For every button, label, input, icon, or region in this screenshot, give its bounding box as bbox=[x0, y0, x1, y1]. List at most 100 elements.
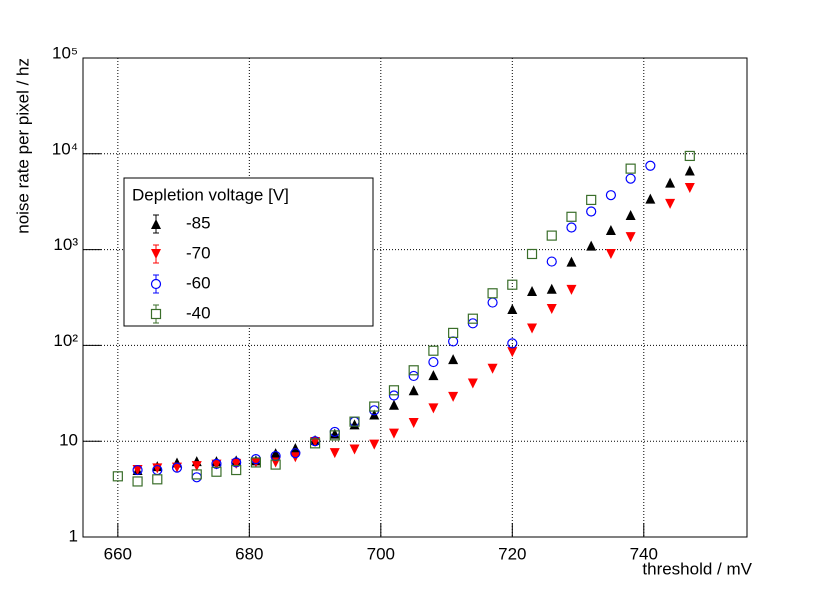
marker bbox=[625, 163, 636, 174]
x-tick-label: 740 bbox=[630, 544, 658, 563]
marker bbox=[586, 194, 597, 206]
marker bbox=[211, 466, 222, 477]
grid bbox=[83, 57, 747, 538]
legend-marker bbox=[150, 308, 162, 320]
plot-frame bbox=[82, 57, 748, 538]
marker bbox=[388, 390, 400, 401]
marker bbox=[448, 391, 459, 402]
marker bbox=[625, 209, 636, 220]
marker bbox=[369, 439, 380, 450]
marker bbox=[270, 448, 281, 459]
marker bbox=[250, 457, 262, 468]
marker bbox=[605, 190, 617, 201]
legend-label: -85 bbox=[186, 213, 211, 232]
marker bbox=[270, 459, 281, 470]
marker bbox=[250, 457, 261, 468]
marker bbox=[290, 448, 301, 459]
marker bbox=[408, 417, 419, 428]
x-tick-label: 660 bbox=[104, 544, 132, 563]
marker bbox=[546, 303, 557, 314]
marker bbox=[665, 198, 676, 209]
legend-label: -70 bbox=[186, 243, 211, 262]
legend-marker bbox=[150, 278, 162, 290]
marker bbox=[566, 222, 577, 233]
marker bbox=[369, 401, 380, 412]
marker bbox=[586, 206, 597, 217]
marker bbox=[586, 240, 597, 251]
x-tick-label: 720 bbox=[498, 544, 526, 563]
marker bbox=[388, 428, 399, 439]
marker bbox=[428, 345, 439, 356]
marker bbox=[132, 464, 143, 476]
marker bbox=[546, 256, 557, 267]
marker bbox=[231, 457, 242, 468]
marker bbox=[309, 438, 321, 449]
marker bbox=[152, 474, 163, 485]
marker bbox=[290, 442, 301, 453]
marker bbox=[112, 471, 123, 482]
marker bbox=[467, 378, 478, 389]
y-tick-label: 10⁴ bbox=[52, 139, 78, 158]
marker bbox=[507, 338, 518, 349]
marker bbox=[684, 165, 695, 176]
legend-label: -60 bbox=[186, 273, 211, 292]
marker bbox=[605, 248, 616, 259]
marker bbox=[172, 462, 183, 473]
marker bbox=[527, 285, 538, 296]
x-tick-label: 680 bbox=[235, 544, 263, 563]
y-tick-label: 10⁵ bbox=[52, 43, 78, 62]
marker bbox=[408, 365, 419, 376]
marker bbox=[605, 225, 616, 236]
marker bbox=[546, 283, 557, 294]
marker bbox=[349, 419, 360, 430]
legend-marker bbox=[151, 249, 161, 259]
marker bbox=[527, 323, 538, 334]
marker bbox=[566, 284, 577, 295]
marker bbox=[507, 279, 518, 290]
marker bbox=[171, 462, 183, 473]
y-tick-label: 10³ bbox=[53, 235, 78, 254]
legend-label: -40 bbox=[186, 303, 211, 322]
marker bbox=[191, 461, 202, 472]
marker bbox=[566, 256, 577, 267]
marker bbox=[684, 182, 695, 193]
marker bbox=[408, 370, 419, 382]
marker bbox=[467, 313, 478, 324]
marker bbox=[349, 444, 360, 455]
legend-box bbox=[123, 177, 374, 327]
marker bbox=[645, 193, 656, 204]
marker bbox=[132, 465, 143, 476]
marker bbox=[487, 288, 498, 299]
marker bbox=[231, 458, 242, 469]
marker bbox=[428, 370, 439, 381]
marker bbox=[211, 459, 222, 470]
marker bbox=[388, 399, 399, 410]
legend-title: Depletion voltage [V] bbox=[132, 185, 289, 204]
marker bbox=[507, 303, 518, 314]
marker bbox=[329, 430, 340, 441]
marker bbox=[625, 232, 636, 243]
marker bbox=[665, 177, 676, 188]
marker bbox=[526, 248, 538, 260]
marker bbox=[310, 437, 321, 448]
marker bbox=[408, 385, 419, 396]
marker bbox=[191, 469, 202, 480]
y-tick-label: 10 bbox=[59, 431, 78, 450]
marker bbox=[645, 160, 656, 171]
marker bbox=[428, 403, 439, 414]
marker bbox=[448, 354, 459, 365]
y-tick-label: 10² bbox=[53, 331, 78, 350]
marks bbox=[112, 150, 695, 487]
marker bbox=[428, 356, 439, 368]
marker bbox=[507, 347, 518, 358]
marker bbox=[231, 464, 242, 476]
legend-marker bbox=[151, 219, 161, 229]
marker bbox=[546, 230, 557, 241]
marker bbox=[487, 363, 498, 374]
marker bbox=[132, 476, 143, 487]
x-axis-label: threshold / mV bbox=[642, 559, 752, 578]
marker bbox=[349, 416, 360, 427]
y-axis-label: noise rate per pixel / hz bbox=[13, 58, 32, 234]
marker bbox=[684, 150, 695, 162]
